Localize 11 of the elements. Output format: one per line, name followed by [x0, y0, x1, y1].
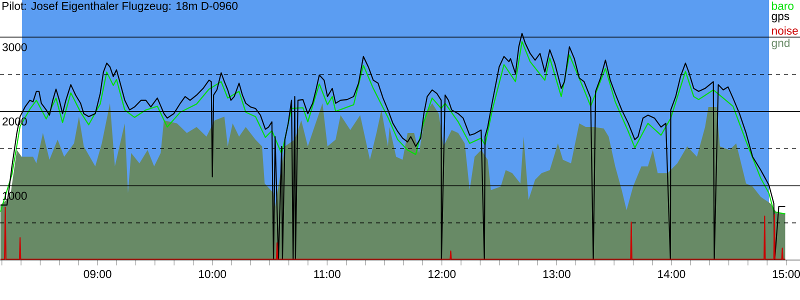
text: gnd — [772, 38, 790, 50]
x-tick-label: 09:00 — [84, 270, 112, 278]
text: baro — [772, 2, 794, 10]
x-tick-label: 13:00 — [543, 270, 570, 278]
text: noise — [772, 26, 798, 35]
x-tick-label: 10:00 — [199, 270, 226, 278]
text: gps — [772, 14, 790, 22]
x-tick-label: 14:00 — [658, 270, 686, 278]
x-tick-label: 12:00 — [428, 270, 456, 278]
x-tick-label: 15:00 — [772, 270, 800, 278]
x-tick-label: 11:00 — [314, 270, 340, 278]
